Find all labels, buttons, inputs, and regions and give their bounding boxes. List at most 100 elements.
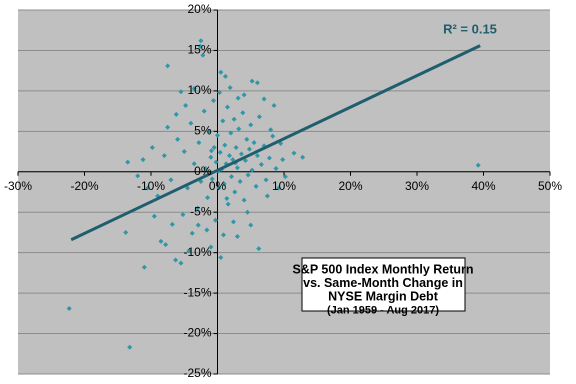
y-tick-label: -15% <box>183 285 211 299</box>
point <box>191 161 197 167</box>
point <box>222 142 228 148</box>
point <box>195 205 201 211</box>
y-tick-label: -20% <box>183 326 211 340</box>
point <box>280 157 286 163</box>
chart-title: S&P 500 Index Monthly Return <box>292 262 473 276</box>
point <box>213 159 219 165</box>
point <box>189 230 195 236</box>
point <box>205 195 211 201</box>
point <box>226 153 232 159</box>
y-tick-label: -25% <box>183 366 211 380</box>
point <box>173 257 179 263</box>
point <box>291 150 297 156</box>
x-tick-label: 40% <box>471 179 495 193</box>
point <box>203 166 209 172</box>
point <box>168 177 174 183</box>
point <box>282 174 288 180</box>
y-tick-label: 15% <box>187 43 211 57</box>
point <box>209 148 215 154</box>
x-tick-label: 0% <box>209 179 227 193</box>
point <box>249 78 255 84</box>
point <box>273 166 279 172</box>
point <box>256 246 262 252</box>
point <box>244 209 250 215</box>
point <box>198 38 204 44</box>
point <box>178 89 184 95</box>
point <box>271 102 277 108</box>
point <box>207 128 213 134</box>
point <box>188 120 194 126</box>
y-tick-label: -10% <box>183 245 211 259</box>
point <box>218 69 224 75</box>
point <box>201 108 207 114</box>
point <box>228 130 234 136</box>
point <box>254 153 260 159</box>
point <box>165 124 171 130</box>
point <box>180 212 186 218</box>
point <box>253 183 259 189</box>
point <box>236 126 242 132</box>
point <box>232 189 238 195</box>
point <box>145 185 151 191</box>
point <box>231 116 237 122</box>
point <box>248 222 254 228</box>
point <box>225 201 231 207</box>
point <box>123 229 129 235</box>
point <box>191 85 197 91</box>
point <box>175 136 181 142</box>
point <box>66 305 72 311</box>
point <box>181 149 187 155</box>
point <box>263 177 269 183</box>
chart-title: NYSE Margin Debt <box>328 289 439 303</box>
point <box>217 149 223 155</box>
point <box>276 185 282 191</box>
chart-title: (Jan 1959 - Aug 2017) <box>327 304 439 316</box>
point <box>161 153 167 159</box>
point <box>244 136 250 142</box>
point <box>158 238 164 244</box>
point <box>140 157 146 163</box>
point <box>149 145 155 151</box>
y-tick-label: 0% <box>194 164 212 178</box>
chart-title: vs. Same-Month Change in <box>303 276 463 290</box>
point <box>186 248 192 254</box>
point <box>256 114 262 120</box>
point <box>266 155 272 161</box>
point <box>165 63 171 69</box>
point <box>237 178 243 184</box>
point <box>141 264 147 270</box>
point <box>227 85 233 91</box>
point <box>251 140 257 146</box>
point <box>246 146 252 152</box>
point <box>222 73 228 79</box>
point <box>261 96 267 102</box>
point <box>211 98 217 104</box>
point <box>258 161 264 167</box>
point <box>218 255 224 261</box>
x-tick-label: 30% <box>405 179 429 193</box>
point <box>220 232 226 238</box>
y-tick-label: 10% <box>187 83 211 97</box>
x-tick-label: -20% <box>70 179 98 193</box>
point <box>216 185 222 191</box>
point <box>208 244 214 250</box>
point <box>135 173 141 179</box>
point <box>475 162 481 168</box>
point <box>241 197 247 203</box>
y-tick-label: 20% <box>187 2 211 16</box>
x-tick-label: -10% <box>137 179 165 193</box>
point <box>209 176 215 182</box>
y-tick-label: 5% <box>194 124 212 138</box>
point <box>238 151 244 157</box>
x-tick-label: 20% <box>338 179 362 193</box>
point <box>200 52 206 58</box>
annotation: R² = 0.15 <box>443 21 497 36</box>
point <box>228 174 234 180</box>
title-box <box>301 257 466 312</box>
point <box>254 80 260 86</box>
point <box>169 221 175 227</box>
point <box>197 43 203 49</box>
point <box>195 222 201 228</box>
point <box>300 154 306 160</box>
